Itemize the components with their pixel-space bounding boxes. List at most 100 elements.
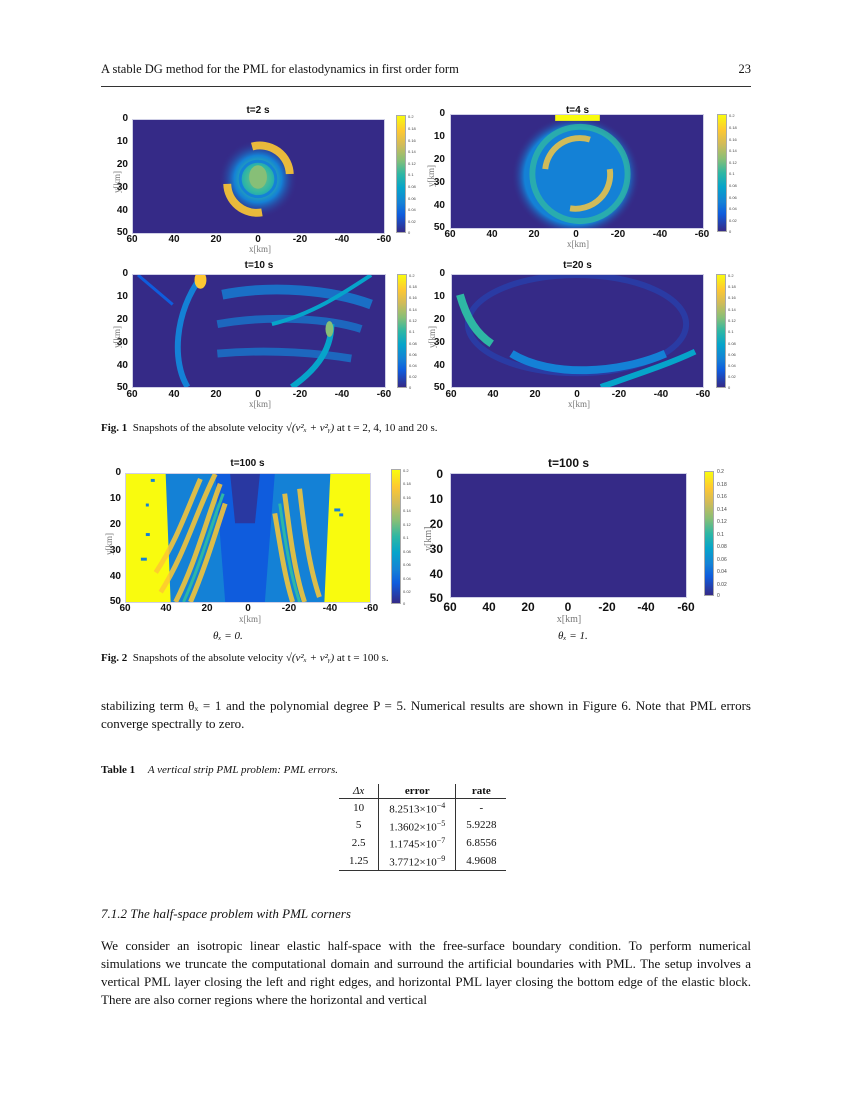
x-tick: -40 — [637, 600, 655, 614]
header-rule — [101, 86, 751, 87]
x-tick: 60 — [445, 389, 457, 400]
y-tick: 40 — [433, 200, 445, 211]
x-tick: -40 — [653, 389, 669, 400]
x-tick: -60 — [677, 600, 695, 614]
x-tick: 60 — [126, 234, 138, 245]
x-tick: -60 — [376, 234, 392, 245]
running-header: A stable DG method for the PML for elast… — [101, 62, 751, 82]
x-tick: 0 — [255, 389, 261, 400]
caption-text-end: at t = 2, 4, 10 and 20 s. — [336, 422, 438, 434]
y-tick: 10 — [116, 291, 128, 302]
table-row: 5 1.3602×10−5 5.9228 — [339, 816, 506, 835]
x-tick: 40 — [482, 600, 496, 614]
y-axis-label: y[km] — [426, 165, 436, 187]
x-tick: 20 — [521, 600, 535, 614]
x-axis-label: x[km] — [249, 244, 271, 254]
x-tick: 60 — [119, 603, 131, 614]
heatmap-area — [450, 114, 704, 229]
section-heading: 7.1.2 The half-space problem with PML co… — [101, 906, 351, 921]
table-caption: Table 1 A vertical strip PML problem: PM… — [101, 764, 338, 776]
cell-dx: 1.25 — [339, 851, 380, 871]
cell-error: 8.2513×10−4 — [378, 798, 457, 817]
x-tick: 20 — [529, 389, 541, 400]
y-tick: 10 — [433, 291, 445, 302]
x-tick: -60 — [363, 603, 379, 614]
x-tick: -20 — [281, 603, 297, 614]
x-tick: 60 — [444, 229, 456, 240]
y-tick: 20 — [429, 517, 443, 531]
y-tick: 50 — [429, 591, 443, 605]
y-tick: 50 — [433, 382, 445, 393]
y-tick: 30 — [433, 337, 445, 348]
subfigure-label-theta1: θₓ = 1. — [558, 630, 588, 642]
caption-text-end: at t = 100 s. — [336, 652, 389, 664]
y-tick: 40 — [433, 360, 445, 371]
y-tick: 20 — [433, 314, 445, 325]
x-tick: -40 — [322, 603, 338, 614]
x-tick: 0 — [245, 603, 251, 614]
y-tick: 50 — [116, 227, 128, 238]
results-table: Δx error rate 10 8.2513×10−4 - 5 1.3602×… — [339, 784, 507, 871]
x-tick: 0 — [573, 229, 579, 240]
y-tick: 30 — [116, 337, 128, 348]
y-tick: 50 — [433, 222, 445, 233]
y-tick: 10 — [116, 136, 128, 147]
plot-title: t=100 s — [547, 456, 590, 470]
page-number: 23 — [738, 62, 752, 76]
colorbar — [704, 471, 714, 596]
x-tick: -60 — [376, 389, 392, 400]
x-tick: -40 — [334, 389, 350, 400]
heatmap-area — [125, 473, 371, 603]
x-tick: 0 — [564, 600, 572, 614]
x-tick: -20 — [292, 234, 308, 245]
y-axis-label: y[km] — [112, 171, 122, 193]
x-tick: -20 — [611, 389, 627, 400]
y-tick: 40 — [429, 567, 443, 581]
x-tick: 40 — [168, 389, 180, 400]
x-tick: -60 — [694, 229, 710, 240]
colorbar — [397, 274, 407, 388]
y-axis-label: y[km] — [104, 533, 114, 555]
plot-t2: t=2 s 0 10 20 30 40 50 60 40 20 0 -20 -4… — [100, 105, 430, 255]
heatmap-area — [451, 274, 704, 388]
plot-title: t=10 s — [244, 260, 274, 271]
cell-rate: - — [479, 801, 484, 814]
y-tick: 10 — [433, 131, 445, 142]
cell-error: 3.7712×10−9 — [378, 851, 457, 871]
y-tick: 20 — [109, 519, 121, 530]
y-tick: 0 — [439, 268, 445, 279]
plot-t4: t=4 s 0 10 20 30 40 50 60 40 20 0 -20 -4… — [426, 105, 737, 249]
y-tick: 40 — [109, 571, 121, 582]
y-axis-label: y[km] — [112, 326, 122, 348]
x-tick: 0 — [574, 389, 580, 400]
y-tick: 20 — [433, 154, 445, 165]
x-tick: 20 — [210, 389, 222, 400]
column-header-error: error — [378, 784, 457, 799]
x-tick: -20 — [292, 389, 308, 400]
y-tick: 0 — [115, 467, 121, 478]
plot-t100-theta0: t=100 s 0 — [100, 455, 420, 625]
x-axis-label: x[km] — [568, 399, 590, 409]
y-tick: 0 — [436, 467, 443, 481]
y-tick: 20 — [116, 159, 128, 170]
colorbar — [717, 114, 727, 232]
y-tick: 0 — [122, 113, 128, 124]
caption-text: Snapshots of the absolute velocity — [132, 422, 284, 434]
y-tick: 10 — [109, 493, 121, 504]
x-tick: -20 — [598, 600, 616, 614]
y-tick: 50 — [116, 382, 128, 393]
cell-dx: 2.5 — [339, 834, 380, 852]
x-axis-label: x[km] — [249, 399, 271, 409]
x-axis-label: x[km] — [556, 614, 582, 625]
cell-rate: 4.9608 — [455, 851, 507, 871]
plot-title: t=4 s — [565, 105, 590, 116]
x-tick: 40 — [168, 234, 180, 245]
subfigure-label-theta0: θₓ = 0. — [213, 630, 243, 642]
plot-t100-theta1: t=100 s 0 10 20 30 40 50 60 40 20 0 -20 … — [423, 456, 727, 625]
body-paragraph: We consider an isotropic linear elastic … — [101, 938, 751, 1007]
y-tick: 30 — [429, 542, 443, 556]
figure-1-caption: Fig. 1 Snapshots of the absolute velocit… — [101, 422, 438, 434]
y-tick: 20 — [116, 314, 128, 325]
x-tick: -20 — [610, 229, 626, 240]
table-row: 2.5 1.1745×10−7 6.8556 — [339, 834, 506, 852]
